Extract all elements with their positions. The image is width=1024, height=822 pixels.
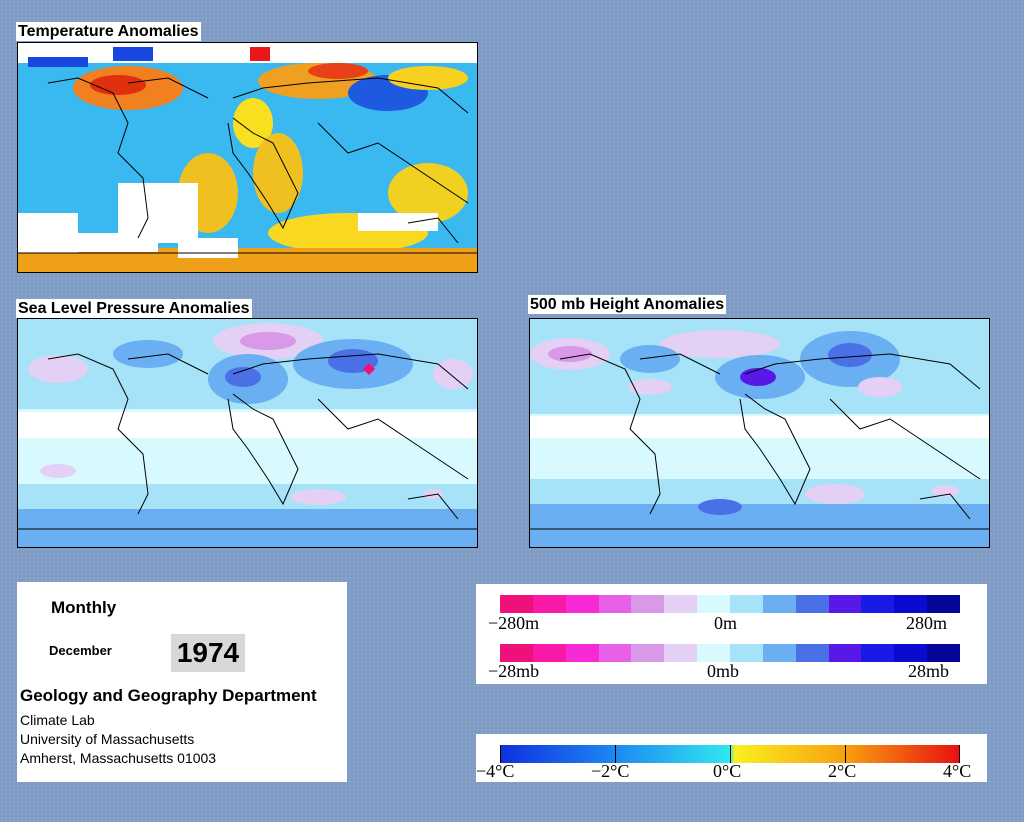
colorbar-swatch	[795, 644, 829, 662]
colorbar-swatch	[631, 644, 665, 662]
slp-title: Sea Level Pressure Anomalies	[16, 299, 252, 318]
height-mid-label: 0m	[714, 613, 738, 633]
colorbar-swatch	[697, 595, 731, 613]
tick-mark	[500, 745, 501, 763]
colorbar-swatch	[894, 644, 928, 662]
temp-label-neg2: −2°C	[591, 761, 630, 781]
temperature-anomaly-map	[17, 42, 478, 273]
temperature-legend: −4°C −2°C 0°C 2°C 4°C	[476, 734, 987, 782]
lab-name: Climate Lab	[20, 712, 95, 728]
year-display: 1974	[171, 634, 245, 672]
colorbar-swatch	[532, 595, 566, 613]
height500-title: 500 mb Height Anomalies	[528, 295, 727, 314]
colorbar-swatch	[894, 595, 928, 613]
height-pressure-legend: −280m 0m 280m −28mb 0mb 28mb	[476, 584, 987, 684]
colorbar-swatch	[795, 595, 829, 613]
height-colorbar	[500, 595, 961, 613]
colorbar-swatch	[730, 644, 763, 662]
info-panel: Monthly December 1974 Geology and Geogra…	[17, 582, 347, 782]
colorbar-swatch	[631, 595, 665, 613]
tick-mark	[845, 745, 846, 763]
address: Amherst, Massachusetts 01003	[20, 750, 217, 766]
colorbar-swatch	[828, 644, 862, 662]
colorbar-swatch	[927, 644, 961, 662]
colorbar-swatch	[565, 595, 599, 613]
pressure-colorbar	[500, 644, 961, 662]
colorbar-swatch	[664, 595, 698, 613]
colorbar-swatch	[697, 644, 731, 662]
colorbar-swatch	[598, 644, 632, 662]
tick-mark	[615, 745, 616, 763]
slp-anomaly-map	[17, 318, 478, 548]
colorbar-swatch	[927, 595, 961, 613]
colorbar-swatch	[500, 595, 533, 613]
colorbar-swatch	[861, 644, 895, 662]
pressure-mid-label: 0mb	[707, 661, 740, 681]
temperature-title: Temperature Anomalies	[16, 22, 201, 41]
colorbar-swatch	[762, 595, 796, 613]
colorbar-swatch	[828, 595, 862, 613]
department-name: Geology and Geography Department	[20, 686, 317, 705]
tick-mark	[730, 745, 731, 763]
height-max-label: 280m	[906, 613, 948, 633]
month-label: December	[49, 643, 112, 658]
period-label: Monthly	[51, 598, 117, 617]
colorbar-swatch	[664, 644, 698, 662]
pressure-min-label: −28mb	[488, 661, 540, 681]
colorbar-swatch	[532, 644, 566, 662]
temp-label-2: 2°C	[828, 761, 857, 781]
colorbar-swatch	[565, 644, 599, 662]
colorbar-swatch	[730, 595, 763, 613]
temp-label-4: 4°C	[943, 761, 972, 781]
temp-label-neg4: −4°C	[476, 761, 515, 781]
pressure-max-label: 28mb	[908, 661, 950, 681]
temp-label-0: 0°C	[713, 761, 742, 781]
height-min-label: −280m	[488, 613, 540, 633]
colorbar-swatch	[861, 595, 895, 613]
tick-mark	[959, 745, 960, 763]
colorbar-swatch	[598, 595, 632, 613]
university-name: University of Massachusetts	[20, 731, 195, 747]
colorbar-swatch	[500, 644, 533, 662]
height500-anomaly-map	[529, 318, 990, 548]
colorbar-swatch	[762, 644, 796, 662]
